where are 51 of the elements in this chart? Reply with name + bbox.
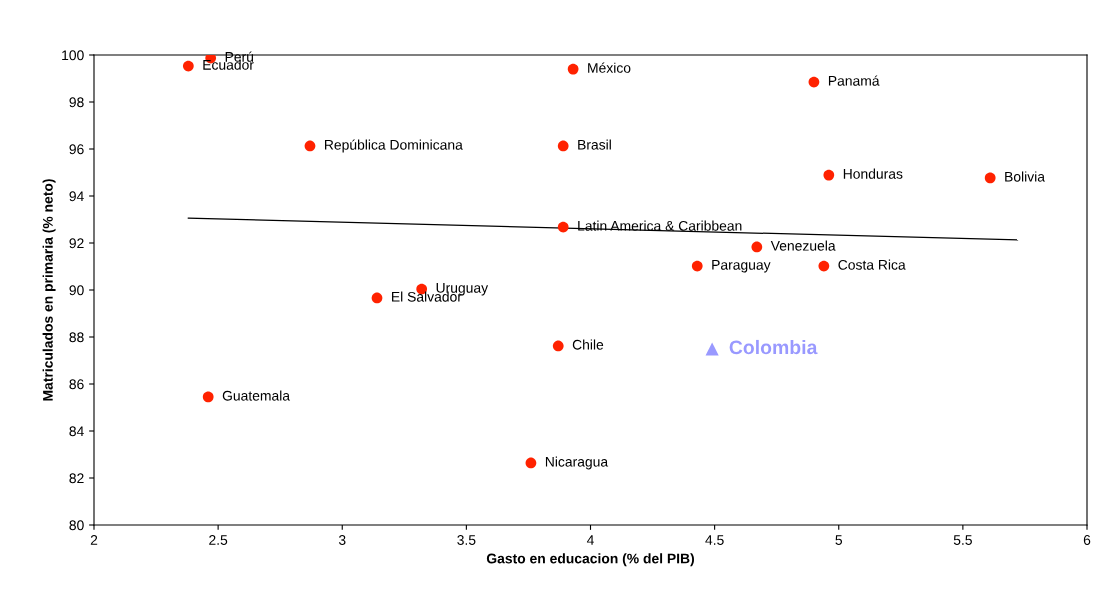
point <box>705 342 719 356</box>
y-tick-label: 90 <box>69 285 84 296</box>
x-tick-label: 2.5 <box>209 535 228 545</box>
annotation: Costa Rica <box>838 259 906 270</box>
y-tick-label: 80 <box>69 520 84 531</box>
point <box>823 169 835 181</box>
x-tick-label: 4 <box>586 535 594 545</box>
point <box>304 140 316 152</box>
x-tick-label: 5 <box>835 535 843 545</box>
point <box>984 172 996 184</box>
point <box>202 391 214 403</box>
point <box>552 340 564 352</box>
point <box>808 76 820 88</box>
y-axis-title: Matriculados en primaria (% neto) <box>42 179 56 401</box>
annotation: Panamá <box>828 75 880 86</box>
x-tick-label: 3 <box>338 535 346 545</box>
annotation: Chile <box>572 339 604 350</box>
annotation: Brasil <box>578 139 611 150</box>
point <box>182 60 194 72</box>
x-tick-label: 3.5 <box>457 535 476 545</box>
point <box>525 457 537 469</box>
point <box>818 260 830 272</box>
y-tick-label: 98 <box>69 97 84 108</box>
x-tick-label: 5.5 <box>953 535 972 545</box>
annotation: Venezuela <box>770 240 836 251</box>
annotation: Nicaragua <box>545 456 609 470</box>
annotation: Bolivia <box>1005 171 1045 182</box>
x-tick-label: 2 <box>90 535 98 545</box>
y-tick-label: 86 <box>69 379 84 390</box>
y-tick-label: 92 <box>69 238 84 249</box>
point <box>557 221 569 233</box>
y-tick-label: 82 <box>69 473 84 484</box>
y-tick-label: 84 <box>69 426 84 437</box>
annotation: México <box>588 62 631 73</box>
annotation: República Dominicana <box>325 139 463 153</box>
annotation: Guatemala <box>222 390 291 401</box>
y-tick-label: 88 <box>69 332 84 343</box>
x-tick-label: 4.5 <box>705 535 724 545</box>
point <box>751 241 763 253</box>
point <box>691 260 703 272</box>
y-tick-label: 94 <box>69 191 84 202</box>
point <box>557 140 569 152</box>
y-tick-label: 100 <box>62 50 84 61</box>
annotation: Honduras <box>843 168 903 179</box>
point <box>567 63 579 75</box>
series-label: Colombia <box>729 339 818 355</box>
x-axis-title: Gasto en educacion (% del PIB) <box>486 553 694 567</box>
point <box>371 292 383 304</box>
annotation: Paraguay <box>712 260 771 273</box>
x-tick-label: 6 <box>1083 535 1091 545</box>
y-tick-label: 96 <box>69 144 84 155</box>
